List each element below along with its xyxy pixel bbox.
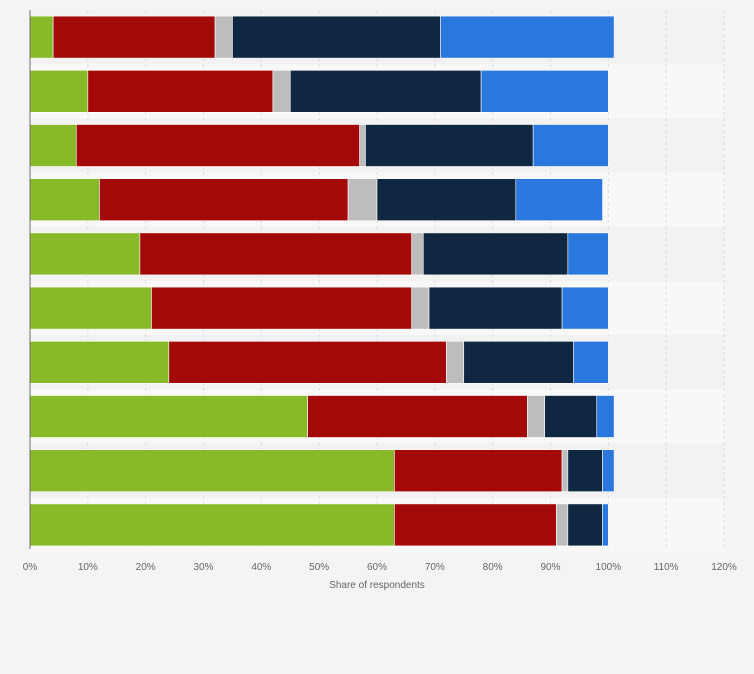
bar-segment[interactable]: Series 2: 28%: [52, 15, 216, 59]
bar-segment[interactable]: Series 1: 21%: [29, 286, 152, 330]
bar-segment[interactable]: Series 1: 63%: [29, 503, 395, 547]
bar-segment[interactable]: Series 5: 6%: [573, 340, 609, 384]
bar-segment[interactable]: Series 2: 48%: [168, 340, 447, 384]
x-tick-label: 0%: [23, 562, 38, 573]
bar-segment[interactable]: Series 2: 43%: [99, 178, 349, 221]
x-axis-title: Share of respondents: [329, 580, 425, 591]
bar-segment[interactable]: Series 2: 32%: [87, 70, 274, 113]
x-tick-label: 90%: [540, 562, 560, 573]
bar-segment[interactable]: Series 2: 28%: [394, 503, 557, 547]
x-tick-label: 30%: [193, 562, 213, 573]
x-tick-label: 80%: [483, 562, 503, 573]
bar-segment[interactable]: Series 2: 29%: [394, 449, 563, 493]
bar-segment[interactable]: Series 4: 6%: [567, 503, 603, 547]
x-tick-label: 10%: [78, 562, 98, 573]
x-tick-label: 60%: [367, 562, 387, 573]
bar-segment[interactable]: Series 1: 24%: [29, 340, 170, 384]
bar-segment[interactable]: Series 4: 6%: [567, 449, 603, 493]
bar-segment[interactable]: Series 1: 48%: [29, 395, 308, 438]
bar-segment[interactable]: Series 1: 8%: [29, 124, 77, 167]
bars: Series 1: 4%Series 2: 28%Series 3: 3%Ser…: [29, 15, 615, 547]
bar-segment[interactable]: Series 4: 25%: [422, 232, 569, 276]
bar-segment[interactable]: Series 5: 15%: [515, 178, 603, 221]
x-tick-label: 120%: [711, 562, 737, 573]
bar-segment[interactable]: Series 4: 19%: [463, 340, 574, 384]
bar-segment[interactable]: Series 3: 2%: [411, 232, 424, 276]
bar-segment[interactable]: Series 3: 2%: [555, 503, 569, 547]
bar-segment[interactable]: Series 1: 63%: [29, 449, 395, 493]
x-tick-label: 110%: [654, 562, 679, 573]
bar-segment[interactable]: Series 2: 38%: [307, 395, 528, 438]
bar-segment[interactable]: Series 4: 24%: [376, 178, 517, 221]
bar-segment[interactable]: Series 3: 3%: [446, 340, 465, 384]
bar-segment[interactable]: Series 4: 9%: [544, 395, 598, 438]
bar-segment[interactable]: Series 2: 49%: [75, 124, 360, 167]
bar-segment[interactable]: Series 4: 23%: [428, 286, 563, 330]
bar-segment[interactable]: Series 5: 13%: [532, 124, 609, 167]
x-tick-labels: 0% 10% 20% 30% 40% 50% 60% 70% 80% 90% 100% 110% 120…: [23, 562, 737, 573]
x-tick-label: 100%: [596, 562, 622, 573]
bar-segment[interactable]: Series 2: 47%: [139, 232, 413, 276]
x-tick-label: 40%: [251, 562, 271, 573]
bar-segment[interactable]: Series 3: 5%: [347, 178, 378, 221]
bar-segment[interactable]: Series 3: 1%: [561, 449, 569, 493]
bar-segment[interactable]: Series 2: 45%: [151, 286, 412, 330]
bar-segment[interactable]: Series 5: 30%: [440, 15, 615, 59]
bar-segment[interactable]: Series 1: 4%: [29, 15, 54, 59]
bar-segment[interactable]: Series 5: 22%: [480, 70, 609, 113]
bar-segment[interactable]: Series 5: 3%: [596, 395, 615, 438]
bar-segment[interactable]: Series 5: 7%: [567, 232, 609, 276]
bar-segment[interactable]: Series 1: 12%: [29, 178, 100, 221]
bar-segment[interactable]: Series 4: 36%: [232, 15, 441, 59]
bar-segment[interactable]: Series 5: 8%: [561, 286, 609, 330]
bar-segment[interactable]: Series 1: 19%: [29, 232, 141, 276]
bar-segment[interactable]: Series 3: 3%: [214, 15, 233, 59]
bar-segment[interactable]: Series 3: 1%: [359, 124, 366, 167]
bar-segment[interactable]: Series 4: 29%: [365, 124, 534, 167]
x-tick-label: 50%: [309, 562, 329, 573]
bar-segment[interactable]: Series 3: 3%: [527, 395, 546, 438]
x-tick-label: 20%: [136, 562, 156, 573]
bar-segment[interactable]: Series 3: 3%: [411, 286, 430, 330]
bar-segment[interactable]: Series 4: 33%: [289, 70, 482, 113]
bar-segment[interactable]: Series 5: 2%: [602, 449, 615, 493]
bar-segment[interactable]: Series 1: 10%: [29, 70, 89, 113]
x-tick-label: 70%: [425, 562, 445, 573]
bar-segment[interactable]: Series 3: 3%: [272, 70, 291, 113]
bar-segment[interactable]: Series 5: 1%: [602, 503, 609, 547]
